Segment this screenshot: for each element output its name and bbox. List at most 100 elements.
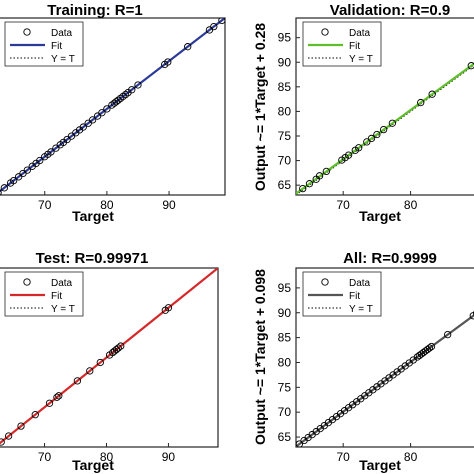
data-point	[31, 411, 39, 419]
legend-label: Y = T	[51, 54, 75, 65]
legend-label: Data	[51, 28, 73, 39]
data-point	[315, 172, 324, 180]
y-tick-label: 65	[278, 430, 292, 444]
chart-panel-2: 70 80 65 70 75 80 85 90 95 Validation: R=0.9 Targe…	[252, 2, 474, 224]
fit-line	[0, 18, 225, 193]
y-tick-label: 95	[278, 31, 292, 45]
chart-panel-1: 70 80 90 Training: R=1 Target Data Fit Y = T	[0, 2, 226, 224]
data-point	[0, 189, 2, 195]
x-tick-label: 70	[337, 198, 351, 212]
data-point	[121, 90, 130, 99]
y-axis-label: Output ~= 1*Target + 0.28	[252, 23, 268, 191]
legend-data-marker	[321, 28, 329, 36]
data-point	[47, 148, 55, 156]
legend-data-marker	[23, 278, 31, 286]
x-axis-label: Target	[359, 208, 401, 224]
legend-label: Data	[51, 278, 73, 289]
data-point	[128, 86, 136, 94]
data-point	[355, 144, 363, 152]
legend: Data Fit Y = T	[302, 271, 382, 317]
legend-data-marker	[321, 278, 329, 286]
data-point	[164, 58, 172, 66]
data-point	[444, 330, 452, 339]
legend-label: Fit	[51, 41, 62, 52]
y-tick-label: 70	[278, 405, 292, 419]
data-point	[53, 393, 61, 401]
data-point	[417, 98, 425, 107]
data-point	[427, 342, 436, 351]
fit-line	[296, 62, 474, 195]
data-point	[210, 22, 218, 31]
data-point	[119, 92, 127, 101]
x-tick-label: 70	[38, 198, 52, 212]
x-axis-label: Target	[72, 208, 114, 224]
legend-data-marker	[23, 28, 31, 36]
plot-area	[296, 62, 474, 195]
data-point	[363, 138, 371, 146]
chart-panel-4: 70 80 65 70 75 80 85 90 95 All: R=0.9999 Target Out…	[252, 250, 474, 473]
data-point	[305, 180, 314, 188]
data-point	[23, 166, 31, 174]
x-axis-label: Target	[359, 457, 401, 473]
x-tick-label: 90	[162, 198, 176, 212]
data-point	[36, 156, 44, 165]
data-point	[296, 440, 304, 447]
data-point	[322, 167, 330, 176]
y-tick-label: 70	[278, 154, 292, 168]
plot-area	[0, 18, 225, 195]
y-tick-label: 95	[278, 281, 292, 295]
x-tick-label: 80	[404, 198, 418, 212]
y-tick-label: 65	[278, 178, 292, 192]
data-point	[184, 43, 192, 51]
chart-title: Test: R=0.99971	[36, 250, 149, 267]
data-point	[344, 151, 353, 159]
y-tick-label: 90	[278, 306, 292, 320]
data-point	[17, 422, 25, 430]
legend-label: Y = T	[349, 304, 373, 315]
data-point	[96, 358, 104, 367]
chart-panel-3: 70 80 90 Test: R=0.99971 Target Data Fit Y = T	[0, 250, 219, 473]
legend-label: Y = T	[349, 54, 373, 65]
plot-area	[0, 268, 218, 446]
y-tick-label: 75	[278, 380, 292, 394]
data-point	[55, 392, 63, 400]
data-point	[114, 344, 122, 352]
data-point	[388, 119, 397, 127]
plot-area	[296, 310, 474, 447]
data-point	[4, 432, 13, 440]
y-tick-label: 80	[278, 104, 292, 118]
data-point	[428, 90, 436, 98]
chart-title: All: R=0.9999	[343, 250, 437, 267]
y-tick-label: 85	[278, 331, 292, 345]
chart-title: Training: R=1	[47, 2, 142, 19]
fit-line	[296, 313, 474, 447]
data-point	[117, 342, 125, 350]
legend: Data Fit Y = T	[302, 21, 382, 67]
data-point	[73, 377, 82, 385]
data-point	[112, 345, 121, 354]
data-point	[114, 96, 122, 104]
data-point	[164, 304, 173, 312]
data-point	[88, 116, 97, 124]
data-point	[98, 109, 106, 117]
data-point	[467, 62, 474, 70]
y-tick-label: 75	[278, 129, 292, 143]
data-point	[425, 344, 434, 352]
data-point	[103, 105, 111, 113]
data-point	[0, 438, 5, 446]
x-tick-label: 90	[162, 450, 176, 464]
fit-line	[0, 268, 218, 445]
x-tick-label: 80	[100, 198, 114, 212]
x-tick-label: 70	[337, 450, 351, 464]
chart-title: Validation: R=0.9	[330, 2, 450, 19]
y-tick-label: 85	[278, 80, 292, 94]
data-point	[79, 123, 87, 131]
data-point	[473, 310, 474, 316]
legend: Data Fit Y = T	[4, 21, 84, 67]
data-point	[379, 125, 388, 134]
legend-label: Y = T	[51, 304, 75, 315]
data-point	[134, 81, 142, 89]
data-point	[116, 94, 125, 103]
legend-label: Fit	[51, 291, 62, 302]
